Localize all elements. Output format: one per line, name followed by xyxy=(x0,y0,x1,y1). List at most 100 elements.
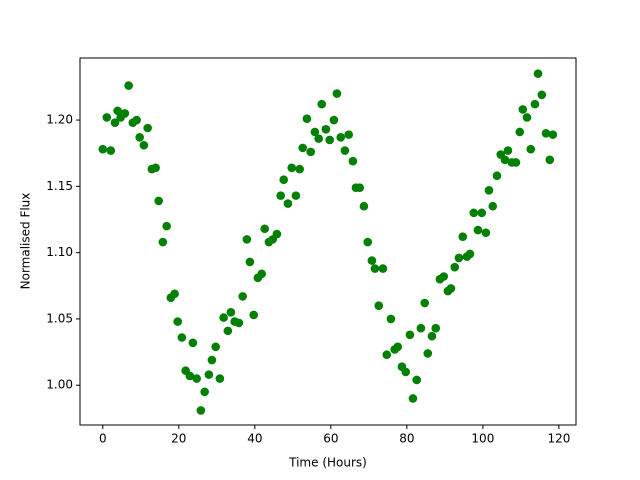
point xyxy=(124,81,133,90)
point xyxy=(420,298,430,308)
point xyxy=(238,292,247,301)
point xyxy=(408,394,418,403)
point xyxy=(120,109,130,118)
point xyxy=(473,225,483,235)
point xyxy=(223,326,233,336)
x-tick-label: 40 xyxy=(247,432,262,446)
point xyxy=(276,191,285,200)
y-tick-label: 1.10 xyxy=(46,245,73,259)
point xyxy=(465,249,475,259)
point xyxy=(234,318,244,328)
point xyxy=(481,228,491,238)
point xyxy=(245,257,255,267)
point xyxy=(427,331,437,341)
point xyxy=(522,113,532,122)
y-tick-label: 1.20 xyxy=(46,113,73,127)
point xyxy=(500,155,510,165)
point xyxy=(106,146,116,155)
x-tick-label: 0 xyxy=(99,432,107,446)
point xyxy=(177,333,187,342)
point xyxy=(170,289,179,299)
x-tick-label: 60 xyxy=(323,432,338,446)
point xyxy=(359,201,369,211)
point xyxy=(143,123,152,133)
axes-frame xyxy=(79,57,577,426)
point xyxy=(405,330,415,340)
point xyxy=(173,317,182,326)
point xyxy=(283,199,293,208)
point xyxy=(158,237,168,247)
point xyxy=(526,144,536,154)
point xyxy=(242,235,252,244)
point xyxy=(416,323,426,333)
point xyxy=(484,186,494,195)
point xyxy=(317,99,327,109)
point xyxy=(401,367,411,377)
point xyxy=(200,387,209,397)
point xyxy=(226,308,236,317)
point xyxy=(321,125,331,134)
point xyxy=(249,310,258,320)
point xyxy=(344,130,354,139)
point xyxy=(325,135,335,145)
point xyxy=(314,134,323,143)
point xyxy=(139,140,149,150)
point xyxy=(306,147,316,157)
point xyxy=(450,262,460,272)
point xyxy=(515,127,525,137)
point xyxy=(162,221,171,231)
point xyxy=(439,272,449,281)
y-tick-label: 1.15 xyxy=(46,179,73,193)
point xyxy=(374,301,384,310)
point xyxy=(431,323,441,333)
x-tick-label: 80 xyxy=(399,432,414,446)
point xyxy=(219,313,228,322)
point xyxy=(458,232,468,242)
point xyxy=(340,146,350,155)
point xyxy=(533,69,543,78)
point xyxy=(393,342,403,352)
point xyxy=(110,118,120,128)
point xyxy=(151,163,160,173)
x-tick-label: 120 xyxy=(547,432,570,446)
point xyxy=(336,132,346,142)
point xyxy=(541,129,551,138)
point xyxy=(363,237,373,247)
point xyxy=(279,175,289,185)
y-tick-label: 1.05 xyxy=(46,311,73,325)
point xyxy=(488,201,498,211)
point xyxy=(98,144,108,154)
point xyxy=(302,114,312,124)
point xyxy=(511,158,521,167)
point xyxy=(295,164,304,174)
point xyxy=(423,349,433,358)
point xyxy=(367,256,377,265)
point xyxy=(102,113,112,122)
point xyxy=(386,314,396,324)
point xyxy=(545,155,555,165)
point xyxy=(329,115,339,125)
point xyxy=(492,171,502,181)
point xyxy=(287,163,297,173)
point xyxy=(412,375,422,385)
point xyxy=(503,146,513,155)
point xyxy=(211,342,220,352)
point xyxy=(207,355,217,365)
x-axis-label: Time (Hours) xyxy=(288,456,367,470)
point xyxy=(378,264,388,273)
point xyxy=(477,208,487,218)
point xyxy=(272,229,282,239)
point xyxy=(260,224,270,234)
point xyxy=(382,350,392,360)
point xyxy=(291,191,301,200)
y-axis-label: Normalised Flux xyxy=(19,193,33,290)
point xyxy=(113,106,122,116)
x-tick-label: 100 xyxy=(471,432,494,446)
point xyxy=(215,374,225,383)
point xyxy=(298,143,308,153)
point xyxy=(154,196,163,206)
point xyxy=(469,208,479,218)
point xyxy=(185,371,195,381)
y-tick-label: 1.00 xyxy=(46,378,73,392)
